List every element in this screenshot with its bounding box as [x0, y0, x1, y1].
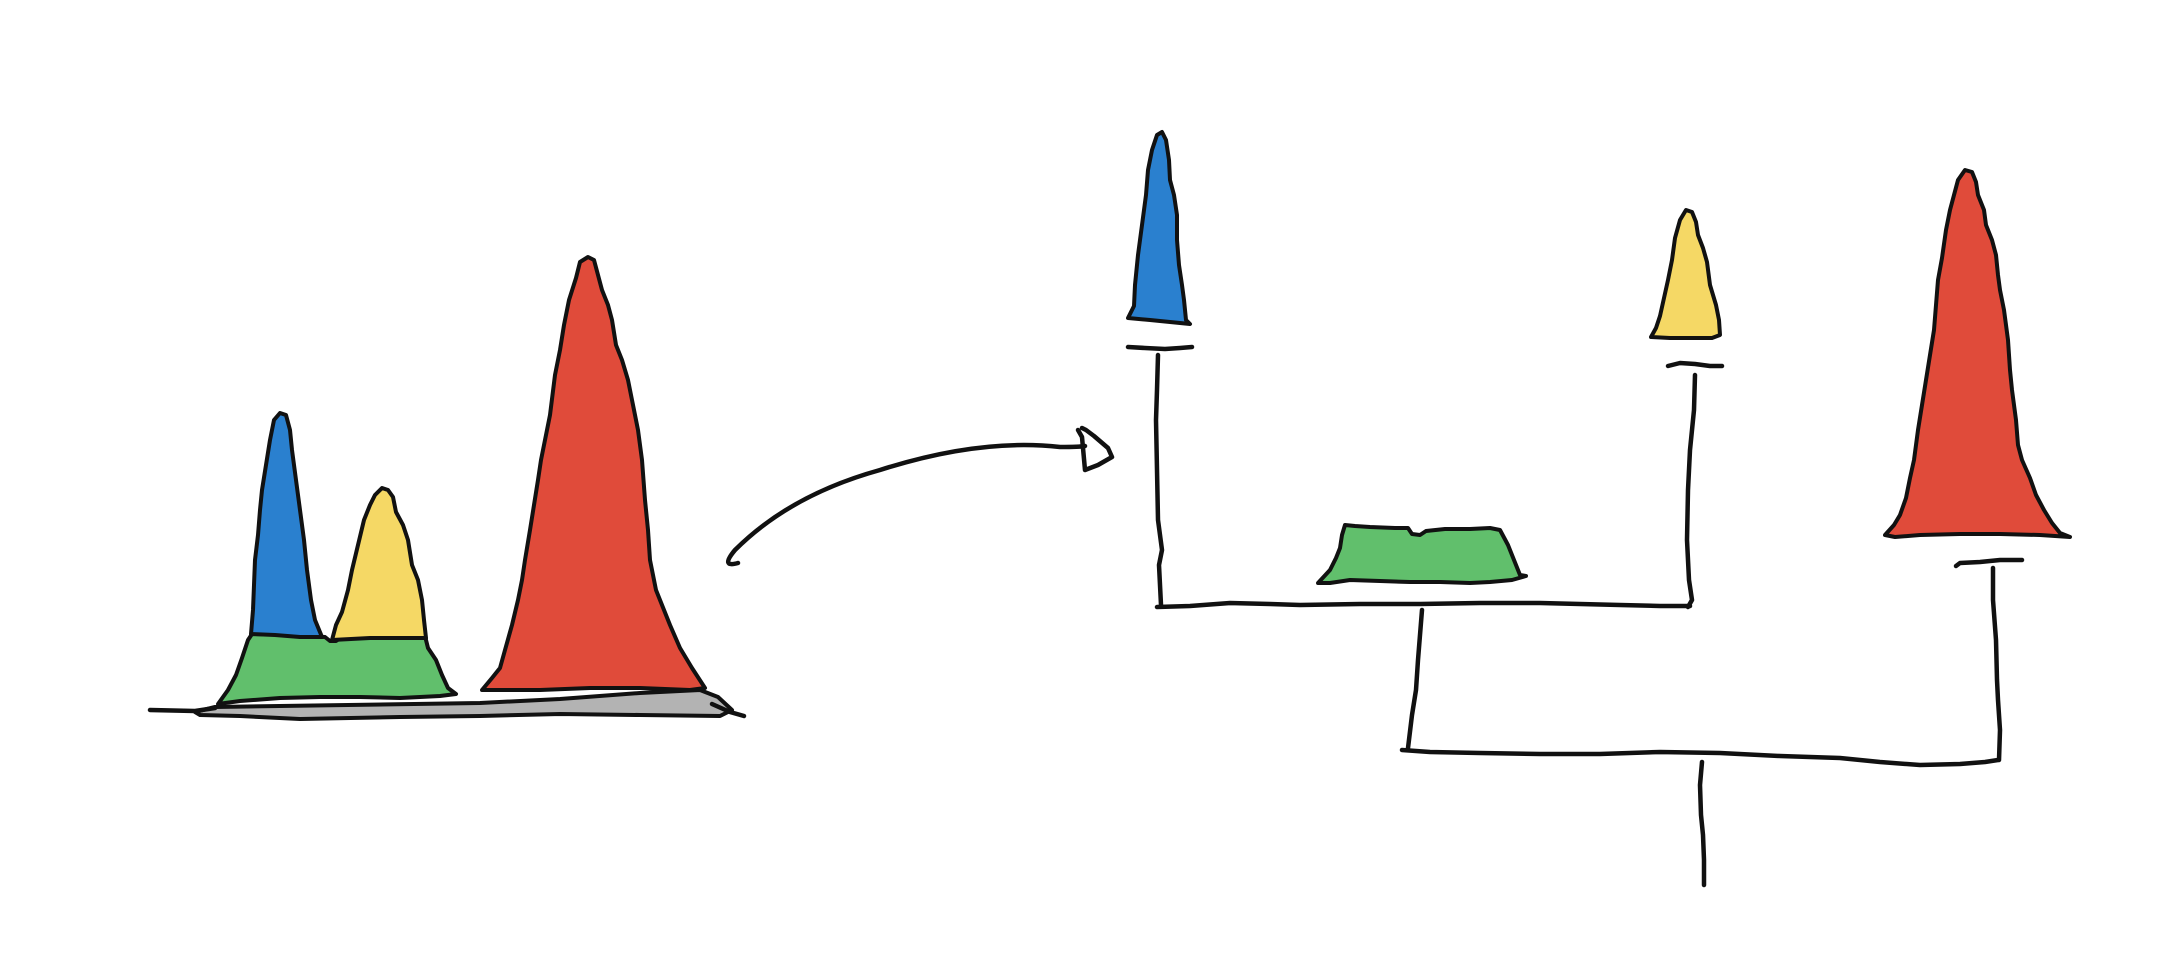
- stacked-peaks-histogram: [147, 255, 747, 721]
- lower-crossbar: [1399, 747, 2001, 768]
- red-cluster-peak: [480, 255, 707, 692]
- green-internal-node: [1316, 523, 1528, 585]
- red-leaf-stem: [1990, 565, 2003, 763]
- blue-leaf-bar: [1125, 344, 1195, 352]
- blue-leaf-peak: [1126, 130, 1192, 326]
- red-leaf-peak: [1883, 168, 2072, 539]
- blue-leaf-node: [1125, 130, 1195, 352]
- red-leaf-node: [1883, 168, 2072, 569]
- green-node-plateau: [1316, 523, 1528, 585]
- yellow-leaf-peak: [1649, 208, 1722, 340]
- upper-connector: [1405, 607, 1425, 751]
- arrow-shaft: [726, 442, 1088, 567]
- histogram-baseline: [147, 705, 218, 714]
- yellow-leaf-node: [1649, 208, 1725, 369]
- blue-cluster-peak: [249, 411, 324, 639]
- tree-branches: [1153, 352, 2003, 888]
- green-cluster-peak: [216, 632, 458, 706]
- blue-leaf-stem: [1153, 352, 1165, 608]
- yellow-leaf-bar: [1665, 360, 1725, 369]
- arrow-head: [1075, 425, 1115, 473]
- yellow-leaf-stem: [1684, 372, 1698, 610]
- root-stem: [1697, 759, 1707, 888]
- gray-base-layer: [193, 688, 734, 721]
- red-leaf-bar: [1953, 557, 2025, 569]
- upper-crossbar: [1154, 600, 1693, 610]
- cluster-hierarchy-tree: [1125, 130, 2072, 888]
- histogram-baseline-right: [709, 701, 747, 719]
- transform-arrow: [726, 425, 1115, 567]
- yellow-cluster-peak: [330, 486, 428, 642]
